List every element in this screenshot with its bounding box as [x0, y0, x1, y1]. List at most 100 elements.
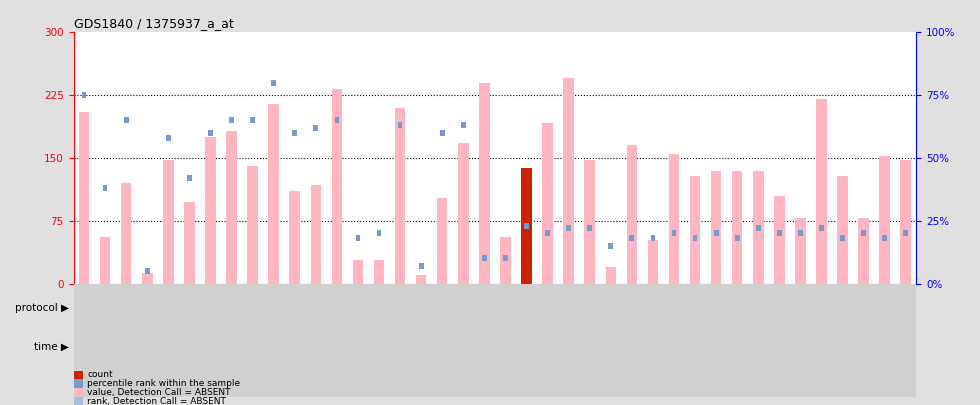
Bar	[713, 230, 718, 236]
Bar	[226, 131, 237, 284]
Text: 14 days: 14 days	[430, 341, 475, 351]
Bar	[103, 185, 108, 191]
Bar	[495, 330, 579, 363]
Bar	[882, 235, 887, 241]
Bar	[693, 235, 698, 241]
Text: value, Detection Call = ABSENT: value, Detection Call = ABSENT	[87, 388, 230, 397]
Bar	[250, 117, 255, 123]
Bar	[205, 137, 216, 284]
Bar	[145, 268, 150, 274]
Text: 3 days: 3 days	[266, 341, 303, 351]
Text: count: count	[87, 370, 113, 379]
Bar	[292, 130, 297, 136]
Bar	[411, 330, 495, 363]
Bar	[832, 330, 916, 363]
Bar	[858, 218, 869, 284]
Bar	[163, 160, 173, 284]
Text: sham denervation: sham denervation	[364, 303, 458, 313]
Text: non-operated: non-operated	[122, 303, 193, 313]
Bar	[626, 145, 637, 284]
Bar	[166, 135, 171, 141]
Bar	[395, 108, 406, 284]
Bar	[668, 154, 679, 284]
Bar	[187, 175, 192, 181]
Text: 28 days: 28 days	[852, 341, 897, 351]
Bar	[798, 230, 803, 236]
Bar	[648, 240, 659, 284]
Bar	[121, 183, 131, 284]
Bar	[579, 291, 916, 324]
Bar	[242, 330, 326, 363]
Bar	[500, 237, 511, 284]
Bar	[587, 225, 592, 231]
Bar	[482, 256, 487, 261]
Text: 7 days: 7 days	[350, 341, 387, 351]
Bar	[774, 196, 785, 284]
Bar	[373, 260, 384, 283]
Bar	[81, 92, 86, 98]
Bar	[795, 218, 806, 284]
Bar	[269, 104, 279, 284]
Text: rank, Detection Call = ABSENT: rank, Detection Call = ABSENT	[87, 397, 226, 405]
Bar	[78, 112, 89, 284]
Text: percentile rank within the sample: percentile rank within the sample	[87, 379, 240, 388]
Bar	[521, 168, 532, 284]
Bar	[461, 122, 465, 128]
Bar	[753, 171, 763, 284]
Bar	[353, 260, 364, 283]
Text: protocol ▶: protocol ▶	[15, 303, 69, 313]
Bar	[606, 267, 616, 284]
Bar	[777, 230, 782, 236]
Bar	[840, 235, 845, 241]
Bar	[904, 230, 908, 236]
Text: 14 days: 14 days	[767, 341, 812, 351]
Bar	[326, 330, 411, 363]
Bar	[229, 117, 234, 123]
Bar	[710, 171, 721, 284]
Bar	[416, 275, 426, 283]
Bar	[609, 243, 613, 249]
Bar	[184, 202, 195, 284]
Bar	[579, 330, 663, 363]
Bar	[437, 198, 448, 284]
Bar	[748, 330, 832, 363]
Bar	[819, 225, 824, 231]
Text: time ▶: time ▶	[33, 341, 69, 351]
Bar	[100, 237, 111, 284]
Bar	[74, 330, 242, 363]
Text: 28 days: 28 days	[514, 341, 560, 351]
Bar	[242, 291, 579, 324]
Bar	[142, 273, 153, 283]
Bar	[208, 130, 213, 136]
Text: GDS1840 / 1375937_a_at: GDS1840 / 1375937_a_at	[74, 17, 233, 30]
Bar	[524, 223, 529, 229]
Bar	[289, 192, 300, 284]
Bar	[837, 176, 848, 284]
Bar	[440, 130, 445, 136]
Bar	[756, 225, 760, 231]
Bar	[479, 83, 490, 284]
Bar	[735, 235, 740, 241]
Bar	[418, 263, 423, 269]
Text: partial paw denervation: partial paw denervation	[685, 303, 810, 313]
Bar	[74, 291, 242, 324]
Bar	[732, 171, 743, 284]
Bar	[334, 117, 339, 123]
Text: 3 days: 3 days	[603, 341, 640, 351]
Bar	[879, 156, 890, 284]
Text: N/A: N/A	[148, 341, 168, 351]
Bar	[651, 235, 656, 241]
Bar	[314, 125, 318, 131]
Bar	[584, 160, 595, 284]
Bar	[331, 90, 342, 284]
Bar	[542, 123, 553, 284]
Bar	[503, 256, 508, 261]
Bar	[376, 230, 381, 236]
Bar	[545, 230, 550, 236]
Bar	[690, 176, 701, 284]
Bar	[564, 79, 574, 284]
Bar	[311, 185, 321, 284]
Bar	[901, 160, 911, 284]
Bar	[629, 235, 634, 241]
Bar	[816, 99, 827, 284]
